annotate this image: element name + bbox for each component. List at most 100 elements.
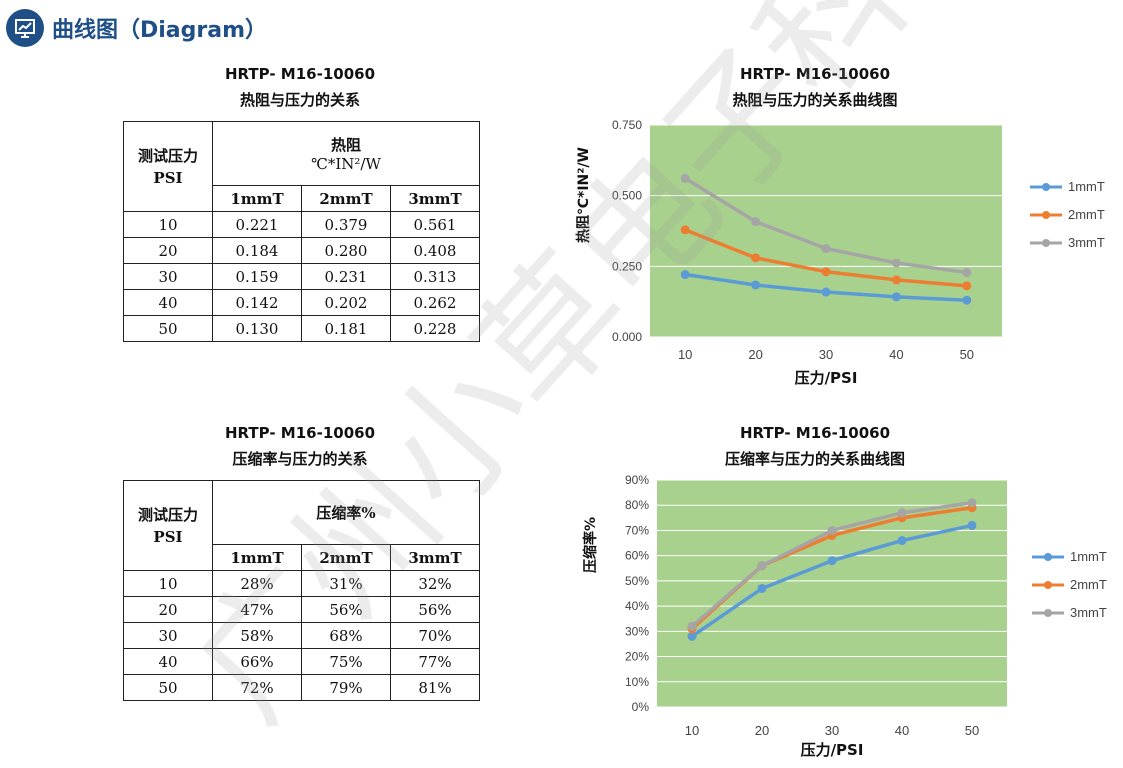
y-tick-label: 30% xyxy=(625,624,649,638)
page-header: 曲线图（Diagram） xyxy=(6,8,267,48)
legend-marker xyxy=(1042,183,1050,191)
y-tick-label: 80% xyxy=(625,498,649,512)
legend-label: 2mmT xyxy=(1068,207,1105,222)
data-point xyxy=(897,536,907,546)
x-tick-label: 30 xyxy=(825,723,839,738)
value-cell: 56% xyxy=(301,596,391,623)
legend-label: 2mmT xyxy=(1070,577,1107,592)
data-point xyxy=(827,556,837,566)
psi-cell: 50 xyxy=(123,674,213,701)
y-tick-label: 60% xyxy=(625,549,649,563)
x-tick-label: 40 xyxy=(895,723,909,738)
group-header-cell: 热阻 ℃*IN²/W xyxy=(212,121,480,186)
data-point xyxy=(891,258,901,268)
data-point xyxy=(680,173,690,183)
table-row: 50 0.130 0.181 0.228 xyxy=(123,315,480,342)
column-header: 3mmT xyxy=(390,185,480,212)
data-point xyxy=(962,295,972,305)
value-cell: 0.231 xyxy=(301,263,391,290)
legend-marker xyxy=(1042,239,1050,247)
value-cell: 77% xyxy=(390,648,480,675)
column-header: 1mmT xyxy=(212,185,302,212)
value-cell: 58% xyxy=(212,622,302,649)
x-tick-label: 10 xyxy=(678,347,692,362)
data-point xyxy=(821,244,831,254)
compression-ratio-table: 测试压力PSI 压缩率% 1mmT 2mmT 3mmT 10 28% 31% 32% 2… xyxy=(123,480,480,701)
value-cell: 0.313 xyxy=(390,263,480,290)
plot-area xyxy=(650,125,1002,337)
data-point xyxy=(897,508,907,518)
data-point xyxy=(821,267,831,277)
chart1-title-block: HRTP- M16-10060 热阻与压力的关系曲线图 xyxy=(665,61,965,113)
value-cell: 0.159 xyxy=(212,263,302,290)
data-point xyxy=(967,520,977,530)
group-header-label: 热阻 xyxy=(330,136,361,154)
value-cell: 28% xyxy=(212,570,302,597)
chart1-title: HRTP- M16-10060 xyxy=(739,65,891,83)
y-tick-label: 90% xyxy=(625,473,649,487)
x-tick-label: 50 xyxy=(965,723,979,738)
x-axis-label: 压力/PSI xyxy=(801,741,864,759)
psi-cell: 20 xyxy=(123,596,213,623)
x-tick-label: 20 xyxy=(755,723,769,738)
value-cell: 0.181 xyxy=(301,315,391,342)
y-tick-label: 40% xyxy=(625,599,649,613)
page-title: 曲线图（Diagram） xyxy=(52,18,268,43)
table-row: 20 0.184 0.280 0.408 xyxy=(123,237,480,264)
y-tick-label: 70% xyxy=(625,523,649,537)
y-tick-label: 50% xyxy=(625,574,649,588)
value-cell: 68% xyxy=(301,622,391,649)
y-tick-label: 0% xyxy=(632,700,650,714)
value-cell: 0.184 xyxy=(212,237,302,264)
y-axis-label: 压缩率% xyxy=(582,517,599,573)
table1-subtitle: 热阻与压力的关系 xyxy=(239,91,360,109)
plot-area xyxy=(657,480,1007,707)
chart2-subtitle: 压缩率与压力的关系曲线图 xyxy=(724,450,905,468)
y-tick-label: 0.000 xyxy=(612,330,642,344)
table2-title-block: HRTP- M16-10060 压缩率与压力的关系 xyxy=(150,420,450,472)
value-cell: 0.228 xyxy=(390,315,480,342)
data-point xyxy=(967,498,977,508)
y-axis-label: 热阻℃*IN²/W xyxy=(575,147,592,243)
table-row: 10 0.221 0.379 0.561 xyxy=(123,211,480,238)
legend-marker xyxy=(1042,211,1050,219)
x-tick-label: 30 xyxy=(819,347,833,362)
legend-marker xyxy=(1044,609,1052,617)
y-tick-label: 20% xyxy=(625,650,649,664)
y-tick-label: 0.250 xyxy=(612,259,642,273)
group-header-label: 压缩率% xyxy=(316,504,376,522)
data-point xyxy=(891,292,901,302)
column-header: 1mmT xyxy=(212,544,302,571)
y-tick-label: 10% xyxy=(625,675,649,689)
legend-marker xyxy=(1044,553,1052,561)
data-point xyxy=(680,225,690,235)
psi-cell: 30 xyxy=(123,622,213,649)
x-tick-label: 50 xyxy=(960,347,974,362)
table1-title: HRTP- M16-10060 xyxy=(224,65,376,83)
table-row: 30 58% 68% 70% xyxy=(123,622,480,649)
value-cell: 81% xyxy=(390,674,480,701)
data-point xyxy=(757,561,767,571)
y-tick-label: 0.500 xyxy=(612,189,642,203)
data-point xyxy=(687,621,697,631)
data-point xyxy=(680,270,690,280)
x-tick-label: 10 xyxy=(685,723,699,738)
chart2-title: HRTP- M16-10060 xyxy=(739,424,891,442)
group-unit-label: ℃*IN²/W xyxy=(311,155,381,173)
psi-cell: 20 xyxy=(123,237,213,264)
legend-label: 3mmT xyxy=(1068,235,1105,250)
table2-title: HRTP- M16-10060 xyxy=(224,424,376,442)
chart-board-icon xyxy=(6,9,44,47)
data-point xyxy=(751,217,761,227)
value-cell: 0.561 xyxy=(390,211,480,238)
value-cell: 0.408 xyxy=(390,237,480,264)
table1-title-block: HRTP- M16-10060 热阻与压力的关系 xyxy=(150,61,450,113)
table2-subtitle: 压缩率与压力的关系 xyxy=(232,450,368,468)
y-tick-label: 0.750 xyxy=(612,118,642,132)
row-header-label: 测试压力PSI xyxy=(137,146,198,187)
value-cell: 75% xyxy=(301,648,391,675)
value-cell: 56% xyxy=(390,596,480,623)
data-point xyxy=(757,583,767,593)
